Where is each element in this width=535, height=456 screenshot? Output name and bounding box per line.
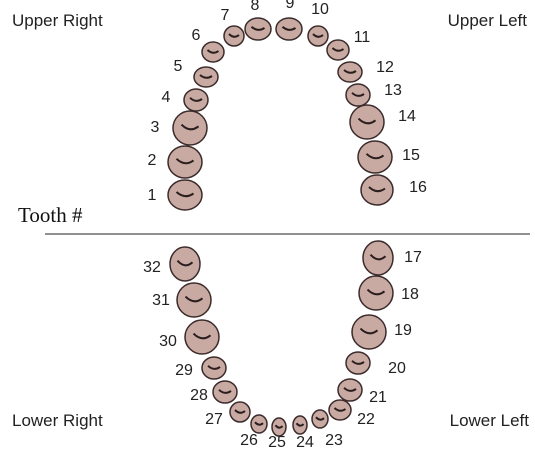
tooth-number: 26 xyxy=(240,432,258,449)
tooth-number: 11 xyxy=(354,29,371,46)
tooth-number: 23 xyxy=(325,432,343,449)
tooth xyxy=(170,247,200,281)
tooth-chart: Upper Right Upper Left Lower Right Lower… xyxy=(0,0,535,456)
tooth xyxy=(177,283,211,317)
tooth-number: 18 xyxy=(401,286,419,303)
tooth xyxy=(350,105,384,139)
tooth-number: 12 xyxy=(376,59,394,76)
tooth-number: 30 xyxy=(159,333,177,350)
tooth-number: 5 xyxy=(174,58,183,75)
tooth xyxy=(359,276,393,310)
tooth-number: 7 xyxy=(221,7,230,24)
tooth-number: 20 xyxy=(388,360,406,377)
tooth-number: 17 xyxy=(404,249,422,266)
tooth-number: 32 xyxy=(143,259,161,276)
tooth-number: 10 xyxy=(311,1,329,18)
tooth-number: 9 xyxy=(286,0,295,12)
tooth-number: 1 xyxy=(148,187,157,204)
tooth xyxy=(363,241,393,275)
tooth-number: 25 xyxy=(268,434,286,451)
tooth-number: 29 xyxy=(175,362,193,379)
tooth xyxy=(173,111,207,145)
tooth-number: 15 xyxy=(402,147,420,164)
quadrant-label: Lower Left xyxy=(450,411,530,430)
tooth-number: 16 xyxy=(409,179,427,196)
tooth xyxy=(352,315,386,349)
tooth-number: 14 xyxy=(398,108,416,125)
tooth-number: 4 xyxy=(162,89,171,106)
tooth xyxy=(358,141,392,173)
tooth-number: 21 xyxy=(369,389,387,406)
tooth-number: 22 xyxy=(357,411,375,428)
quadrant-label: Upper Right xyxy=(12,11,103,30)
tooth-number: 19 xyxy=(394,322,412,339)
tooth-number: 13 xyxy=(384,82,402,99)
tooth xyxy=(168,180,202,210)
tooth xyxy=(168,146,202,178)
tooth-number: 2 xyxy=(148,152,157,169)
background xyxy=(0,0,535,456)
tooth-number: 28 xyxy=(190,387,208,404)
tooth-number: 3 xyxy=(151,119,160,136)
tooth-number: 27 xyxy=(205,411,223,428)
tooth-number: 31 xyxy=(152,292,170,309)
tooth-number: 6 xyxy=(192,27,201,44)
quadrant-label: Lower Right xyxy=(12,411,103,430)
tooth-number-label: Tooth # xyxy=(18,203,83,227)
tooth xyxy=(361,175,393,205)
quadrant-label: Upper Left xyxy=(448,11,528,30)
tooth-number: 8 xyxy=(251,0,260,14)
tooth-number: 24 xyxy=(296,434,314,451)
tooth xyxy=(185,320,219,354)
